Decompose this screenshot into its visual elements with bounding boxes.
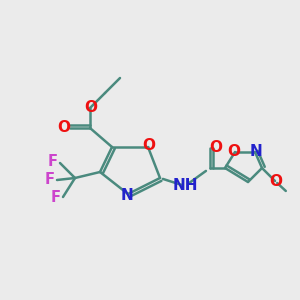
Text: F: F [51, 190, 61, 206]
Text: F: F [48, 154, 58, 169]
Text: O: O [269, 175, 283, 190]
Text: N: N [121, 188, 134, 203]
Text: O: O [209, 140, 223, 154]
Text: O: O [58, 121, 70, 136]
Text: O: O [227, 143, 241, 158]
Text: N: N [250, 143, 262, 158]
Text: NH: NH [172, 178, 198, 194]
Text: O: O [142, 139, 155, 154]
Text: O: O [85, 100, 98, 115]
Text: F: F [45, 172, 55, 188]
